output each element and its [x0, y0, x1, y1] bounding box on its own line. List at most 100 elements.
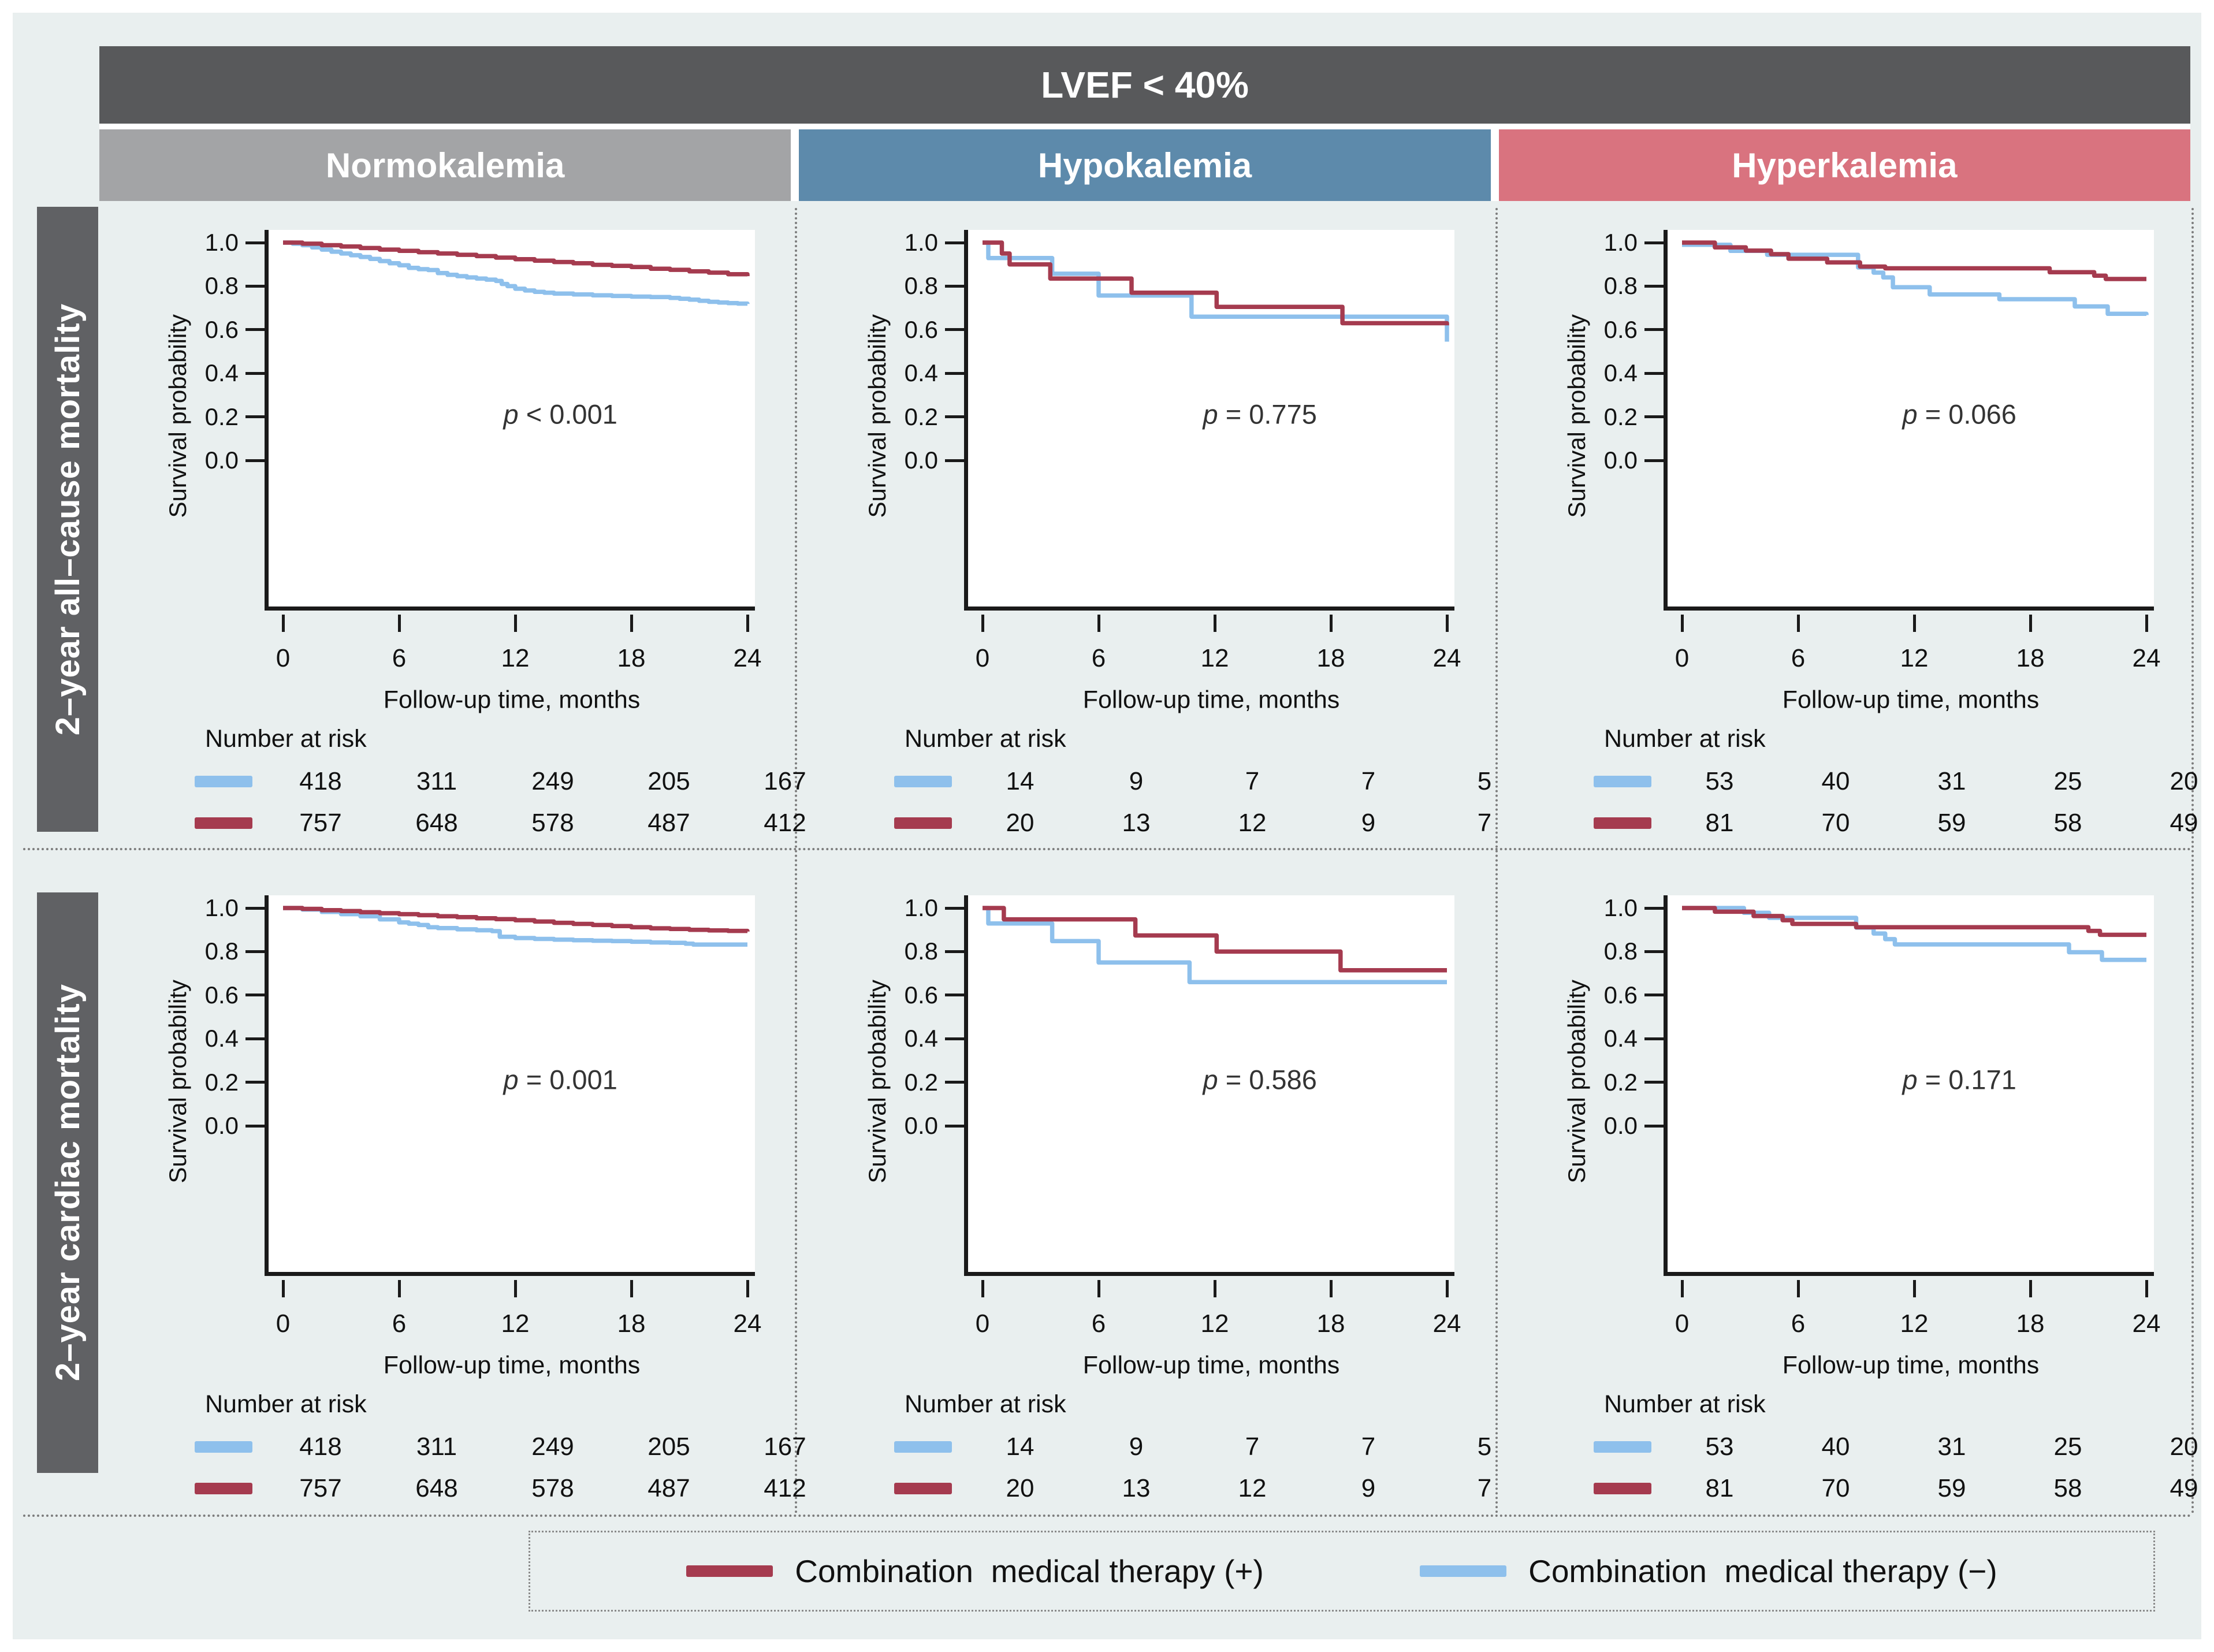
survival-curves [1682, 906, 2146, 962]
x-tick-label: 12 [1200, 644, 1229, 672]
risk-count: 12 [1238, 809, 1267, 837]
therapy_plus-swatch [894, 817, 952, 829]
y-tick-label: 0.6 [904, 981, 938, 1009]
therapy_minus-swatch [894, 1441, 952, 1453]
x-axis-line [964, 1272, 1454, 1276]
x-tick [281, 1280, 285, 1297]
therapy_plus-swatch [195, 1483, 252, 1494]
km-panel-allcause-hyperkalemia: Survival probability 1.0 0.8 0.6 0.4 0.2 0.0 0 6… [1498, 208, 2198, 848]
risk-row-therapy_plus: 20 13 12 9 7 [894, 807, 1491, 839]
therapy_plus-swatch [1594, 817, 1651, 829]
y-axis-line [964, 895, 968, 1276]
km-panel-cardiac-hyperkalemia: Survival probability 1.0 0.8 0.6 0.4 0.2 0.0 0 6… [1498, 873, 2198, 1513]
p-value: p = 0.586 [1203, 1064, 1317, 1095]
y-tick [245, 371, 265, 375]
y-tick [945, 459, 964, 462]
legend-item-therapy-minus: Combination medical therapy (−) [1420, 1553, 1997, 1590]
y-tick [245, 1037, 265, 1040]
risk-count: 205 [648, 1433, 690, 1461]
number-at-risk-label: Number at risk [205, 1390, 367, 1418]
y-axis-title: Survival probability [1563, 254, 1591, 578]
x-tick-label: 24 [733, 1309, 762, 1338]
p-symbol: p [1902, 399, 1918, 430]
y-tick-label: 0.8 [1603, 272, 1638, 300]
y-axis-title: Survival probability [864, 254, 891, 578]
number-at-risk-label: Number at risk [1604, 1390, 1766, 1418]
km-plot: 1.0 0.8 0.6 0.4 0.2 0.0 0 6 12 18 24 p = 0.001 Follo… [195, 894, 806, 1502]
number-at-risk-label: Number at risk [1604, 725, 1766, 753]
risk-count: 249 [531, 1433, 574, 1461]
x-axis-title: Follow-up time, months [383, 1351, 641, 1379]
x-tick-label: 0 [276, 1309, 291, 1338]
survival-curves [283, 906, 750, 947]
x-tick [1912, 615, 1916, 632]
x-tick-label: 12 [1900, 1309, 1929, 1338]
therapy_minus-swatch [1594, 776, 1651, 787]
y-tick [945, 1037, 964, 1040]
x-tick [1329, 615, 1333, 632]
y-tick-label: 1.0 [204, 229, 239, 256]
x-tick [1445, 1280, 1449, 1297]
p-value: p < 0.001 [503, 399, 617, 430]
y-tick-label: 0.6 [904, 315, 938, 343]
risk-count: 13 [1122, 809, 1151, 837]
y-tick [1644, 415, 1664, 419]
y-axis-line [265, 895, 269, 1276]
y-axis-title-text: Survival probability [864, 314, 891, 518]
y-tick [1644, 241, 1664, 244]
p-symbol: p [503, 399, 519, 430]
column-header-label: Hyperkalemia [1732, 146, 1958, 185]
column-header-label: Normokalemia [325, 146, 565, 185]
km-plot: 1.0 0.8 0.6 0.4 0.2 0.0 0 6 12 18 24 p = 0.066 Follo… [1594, 229, 2198, 837]
risk-row-therapy_minus: 418 311 249 205 167 [195, 1431, 806, 1463]
curve-therapy_plus [283, 906, 750, 933]
number-at-risk-label: Number at risk [205, 725, 367, 753]
x-tick-label: 0 [975, 644, 990, 672]
y-tick [1644, 906, 1664, 910]
y-tick-label: 0.2 [204, 1068, 239, 1096]
x-tick-label: 0 [1675, 1309, 1690, 1338]
risk-count: 648 [415, 1474, 458, 1502]
y-tick [245, 1081, 265, 1084]
risk-count: 31 [1937, 1433, 1966, 1461]
x-tick [281, 615, 285, 632]
risk-count: 757 [299, 809, 342, 837]
y-tick-label: 0.0 [904, 1112, 938, 1139]
column-separator [795, 208, 797, 1515]
x-tick [1796, 1280, 1800, 1297]
risk-count: 412 [764, 1474, 806, 1502]
curve-therapy_plus [983, 240, 1449, 326]
x-tick-label: 0 [1675, 644, 1690, 672]
x-tick [397, 1280, 401, 1297]
y-axis-title: Survival probability [164, 920, 192, 1243]
risk-count: 53 [1705, 1433, 1734, 1461]
y-tick-label: 1.0 [904, 229, 938, 256]
risk-row-therapy_minus: 53 40 31 25 20 [1594, 1431, 2198, 1463]
risk-count: 70 [1821, 809, 1850, 837]
y-tick [1644, 284, 1664, 288]
x-tick [1445, 615, 1449, 632]
number-at-risk-label: Number at risk [905, 725, 1066, 753]
y-axis-title: Survival probability [164, 254, 192, 578]
risk-count: 58 [2053, 809, 2082, 837]
risk-row-therapy_plus: 757 648 578 487 412 [195, 1472, 806, 1505]
x-tick-label: 6 [392, 1309, 407, 1338]
y-axis-title-text: Survival probability [164, 979, 191, 1184]
curve-therapy_minus [283, 240, 750, 306]
risk-count: 14 [1006, 767, 1035, 795]
x-tick-label: 6 [392, 644, 407, 672]
curve-therapy_plus [1682, 240, 2146, 281]
km-panel-cardiac-hypokalemia: Survival probability 1.0 0.8 0.6 0.4 0.2 0.0 0 6… [799, 873, 1491, 1513]
survival-curves [283, 240, 750, 306]
km-panel-cardiac-normokalemia: Survival probability 1.0 0.8 0.6 0.4 0.2 0.0 0 6… [99, 873, 806, 1513]
curve-therapy_minus [1682, 243, 2149, 317]
y-axis-title: Survival probability [864, 920, 891, 1243]
y-tick-label: 1.0 [1603, 229, 1638, 256]
y-tick-label: 0.8 [204, 937, 239, 965]
y-tick [945, 950, 964, 953]
y-tick-label: 0.0 [204, 447, 239, 474]
y-tick [945, 1081, 964, 1084]
risk-count: 205 [648, 767, 690, 795]
y-axis-line [1664, 230, 1668, 611]
